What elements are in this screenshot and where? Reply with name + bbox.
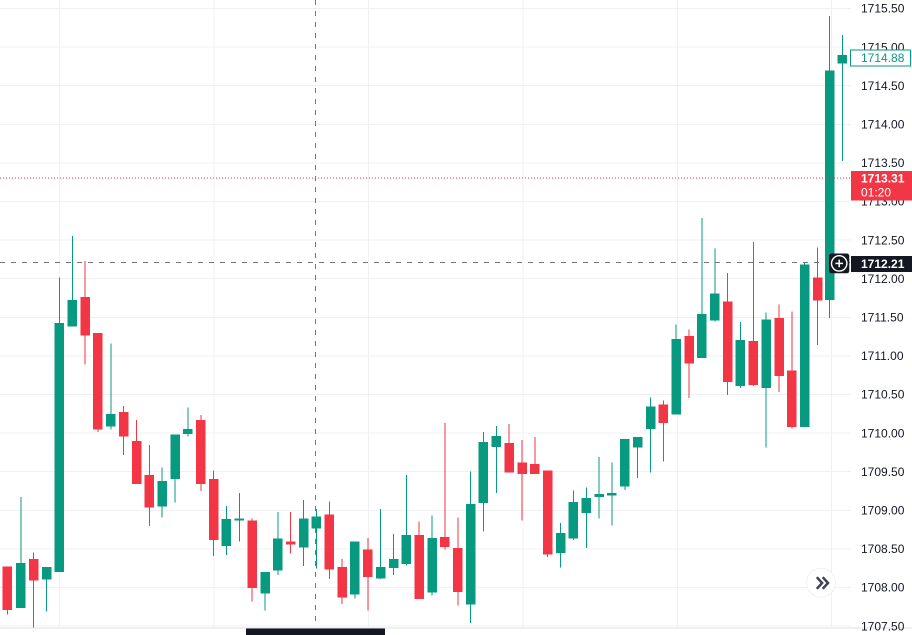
svg-text:1708.50: 1708.50: [861, 542, 905, 556]
svg-text:1712.50: 1712.50: [861, 233, 905, 247]
svg-text:1711.50: 1711.50: [861, 311, 904, 325]
svg-text:1707.50: 1707.50: [861, 619, 905, 633]
svg-text:1709.50: 1709.50: [861, 465, 905, 479]
svg-text:1714.88: 1714.88: [861, 51, 905, 65]
svg-text:1715.50: 1715.50: [861, 2, 905, 16]
svg-text:1712.00: 1712.00: [861, 272, 905, 286]
svg-text:01:20: 01:20: [861, 186, 891, 200]
svg-text:1712.21: 1712.21: [861, 257, 905, 271]
svg-text:1713.50: 1713.50: [861, 156, 905, 170]
svg-text:1714.00: 1714.00: [861, 118, 905, 132]
svg-text:1710.50: 1710.50: [861, 388, 905, 402]
svg-text:1711.00: 1711.00: [861, 349, 904, 363]
svg-text:1709.00: 1709.00: [861, 504, 905, 518]
svg-text:1713.31: 1713.31: [861, 172, 905, 186]
svg-text:1714.50: 1714.50: [861, 79, 905, 93]
svg-text:1708.00: 1708.00: [861, 581, 905, 595]
svg-text:1710.00: 1710.00: [861, 426, 905, 440]
